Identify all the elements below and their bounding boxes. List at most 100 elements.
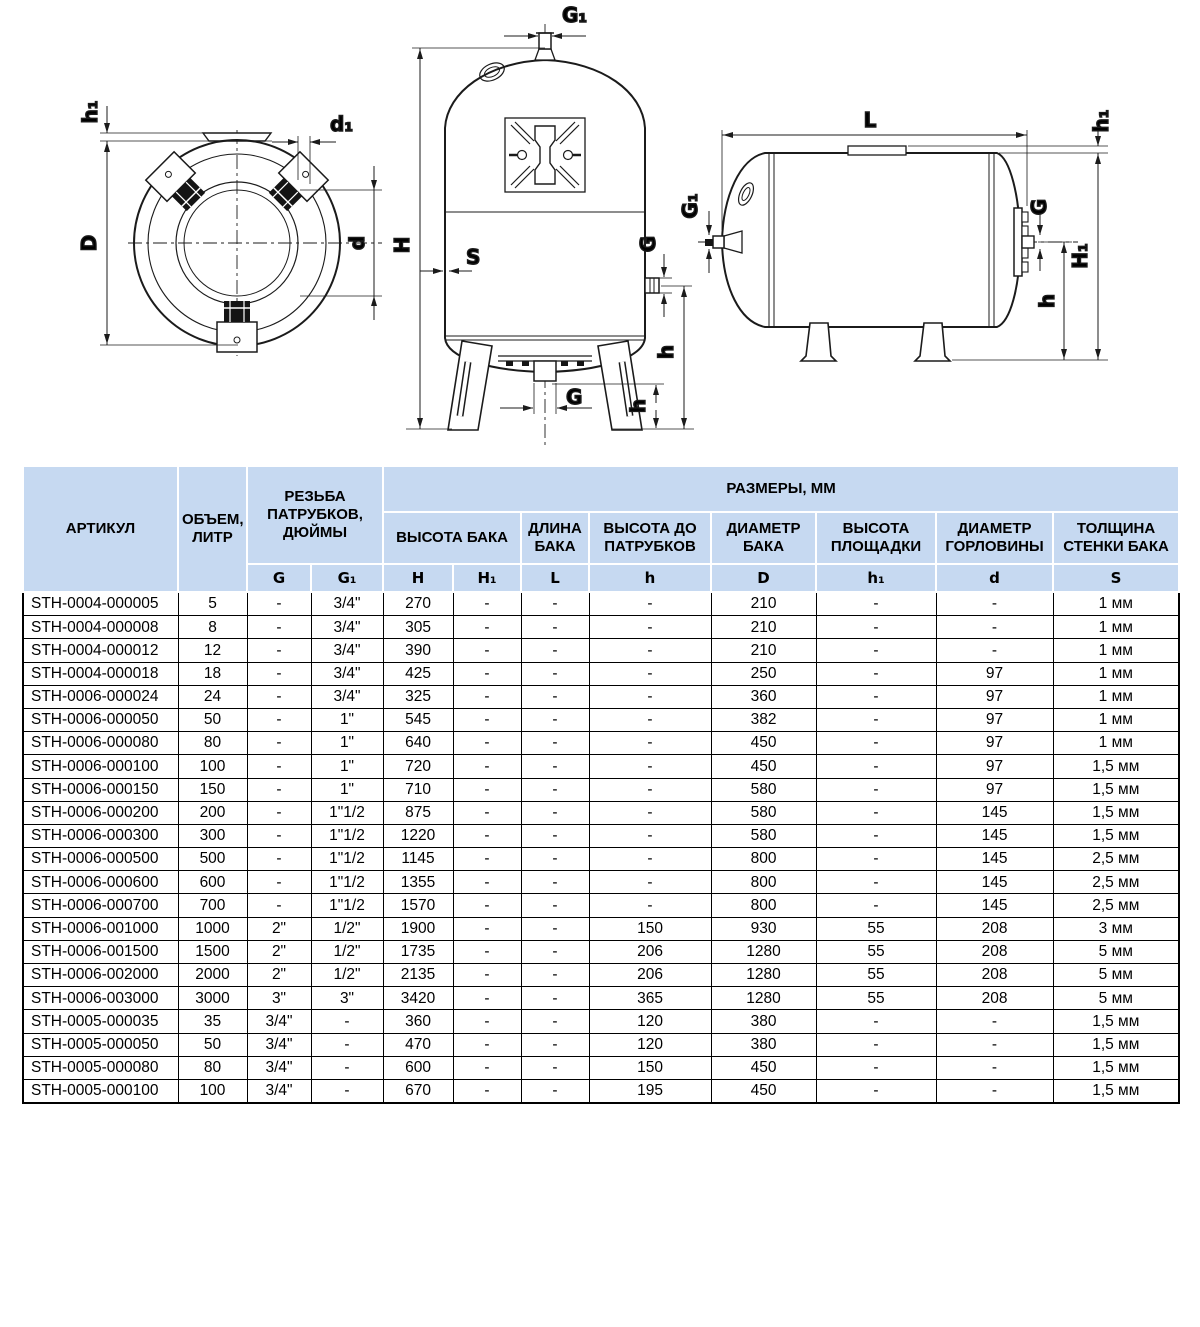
table-cell: 2" (246, 962, 312, 988)
table-cell: 800 (710, 893, 817, 918)
table-cell: 1280 (710, 986, 817, 1011)
dim-label-G1-top: G₁ (562, 3, 587, 27)
table-cell: 1 мм (1052, 615, 1181, 640)
table-cell: - (588, 800, 712, 825)
table-cell: - (246, 707, 312, 733)
table-cell: - (588, 731, 712, 756)
table-cell: - (815, 684, 937, 709)
table-cell: - (815, 754, 937, 779)
table-row: STH-0004-000008 8-3/4" 305- - -210- -1 мм (22, 615, 1181, 640)
table-cell: 425 (382, 661, 454, 686)
table-cell: - (452, 615, 522, 640)
table-cell: - (520, 638, 590, 663)
dim-label-G1-left: G₁ (678, 193, 702, 218)
table-cell: 1500 (177, 939, 248, 965)
dim-label-H: H (390, 237, 414, 254)
table-cell: 100 (177, 754, 248, 779)
table-cell: - (246, 893, 312, 918)
table-cell: 930 (710, 916, 817, 941)
table-cell: 206 (588, 939, 712, 965)
table-cell: 1,5 мм (1052, 777, 1181, 802)
dim-label-H1: H₁ (1068, 243, 1092, 269)
table-cell: - (588, 893, 712, 918)
table-cell: 3/4" (310, 661, 384, 686)
cell-artikul: STH-0005-000100 (22, 1078, 179, 1105)
table-cell: 1,5 мм (1052, 1078, 1181, 1105)
table-cell: 1 мм (1052, 684, 1181, 709)
table-row: STH-0006-000100 100-1" 720- - -450-97 1,5 мм (22, 754, 1181, 779)
table-cell: - (588, 615, 712, 640)
table-cell: 700 (177, 893, 248, 918)
table-cell: 1355 (382, 870, 454, 895)
table-cell: 150 (588, 1055, 712, 1080)
col-header-tank-length: ДЛИНА БАКА (520, 511, 591, 565)
table-cell: - (246, 754, 312, 779)
table-cell: 1" (310, 754, 384, 779)
table-cell: 720 (382, 754, 454, 779)
table-cell: - (520, 800, 590, 825)
table-cell: 2" (246, 939, 312, 965)
table-cell: - (588, 777, 712, 802)
table-cell: 1"1/2 (310, 893, 384, 918)
table-cell: - (815, 823, 937, 849)
table-row: STH-0006-003000 3000 3" 3" 3420- -365 1280 55 20… (22, 986, 1181, 1011)
table-row: STH-0006-002000 2000 2" 1/2" 2135- -206 1280 55… (22, 962, 1181, 988)
drawing-vertical-tank: H S G h h (389, 2, 694, 448)
table-cell: 3/4" (246, 1009, 312, 1034)
cell-artikul: STH-0006-002000 (22, 962, 179, 988)
col-header-tank-diameter: ДИАМЕТР БАКА (710, 511, 818, 565)
table-cell: - (520, 731, 590, 756)
table-cell: 145 (935, 870, 1054, 895)
table-cell: 97 (935, 754, 1054, 779)
table-cell: 3/4" (246, 1032, 312, 1057)
table-cell: 5 мм (1052, 962, 1181, 988)
col-letter-D: D (710, 563, 818, 593)
table-cell: 80 (177, 1055, 248, 1080)
table-cell: 1280 (710, 962, 817, 988)
table-row: STH-0006-000050 50-1" 545- - -382-97 1 мм (22, 707, 1181, 733)
table-cell: 1 мм (1052, 591, 1181, 617)
table-cell: - (588, 847, 712, 872)
table-cell: - (520, 615, 590, 640)
table-cell: 3420 (382, 986, 454, 1011)
table-cell: - (520, 939, 590, 965)
spec-table-header: АРТИКУЛ ОБЪЕМ, ЛИТР РЕЗЬБА ПАТРУБКОВ, ДЮ… (22, 465, 1181, 593)
table-cell: - (246, 731, 312, 756)
table-cell: 500 (177, 847, 248, 872)
table-cell: - (246, 777, 312, 802)
table-row: STH-0006-000080 80-1" 640- - -450-97 1 мм (22, 731, 1181, 756)
table-cell: - (935, 1055, 1054, 1080)
table-cell: - (452, 986, 522, 1011)
table-row: STH-0005-000050 50 3/4" -470- -120 380- -1,5 м… (22, 1032, 1181, 1057)
table-cell: 580 (710, 777, 817, 802)
table-cell: 50 (177, 707, 248, 733)
table-cell: 145 (935, 847, 1054, 872)
table-cell: 1000 (177, 916, 248, 941)
table-cell: - (246, 661, 312, 686)
table-cell: 3 мм (1052, 916, 1181, 941)
table-cell: 1,5 мм (1052, 823, 1181, 849)
table-cell: 380 (710, 1032, 817, 1057)
table-cell: 100 (177, 1078, 248, 1105)
table-row: STH-0006-001500 1500 2" 1/2" 1735- -206 1280 55… (22, 939, 1181, 965)
table-cell: - (815, 1032, 937, 1057)
table-cell: - (452, 684, 522, 709)
table-cell: 600 (382, 1055, 454, 1080)
table-cell: - (815, 870, 937, 895)
table-cell: 545 (382, 707, 454, 733)
dim-label-h-right: h (1035, 294, 1059, 308)
table-cell: 1 мм (1052, 731, 1181, 756)
table-cell: - (520, 893, 590, 918)
col-letter-G: G (246, 563, 312, 593)
dim-label-L: L (864, 108, 877, 132)
dim-label-h-side: h (654, 345, 678, 359)
table-cell: 1,5 мм (1052, 1055, 1181, 1080)
table-cell: - (246, 591, 312, 617)
table-cell: 50 (177, 1032, 248, 1057)
table-cell: - (452, 638, 522, 663)
table-cell: 1/2" (310, 916, 384, 941)
table-cell: 210 (710, 638, 817, 663)
table-cell: - (452, 870, 522, 895)
cell-artikul: STH-0006-000080 (22, 731, 179, 756)
table-row: STH-0006-000500 500-1"1/2 1145- - -800-145 2,… (22, 847, 1181, 872)
